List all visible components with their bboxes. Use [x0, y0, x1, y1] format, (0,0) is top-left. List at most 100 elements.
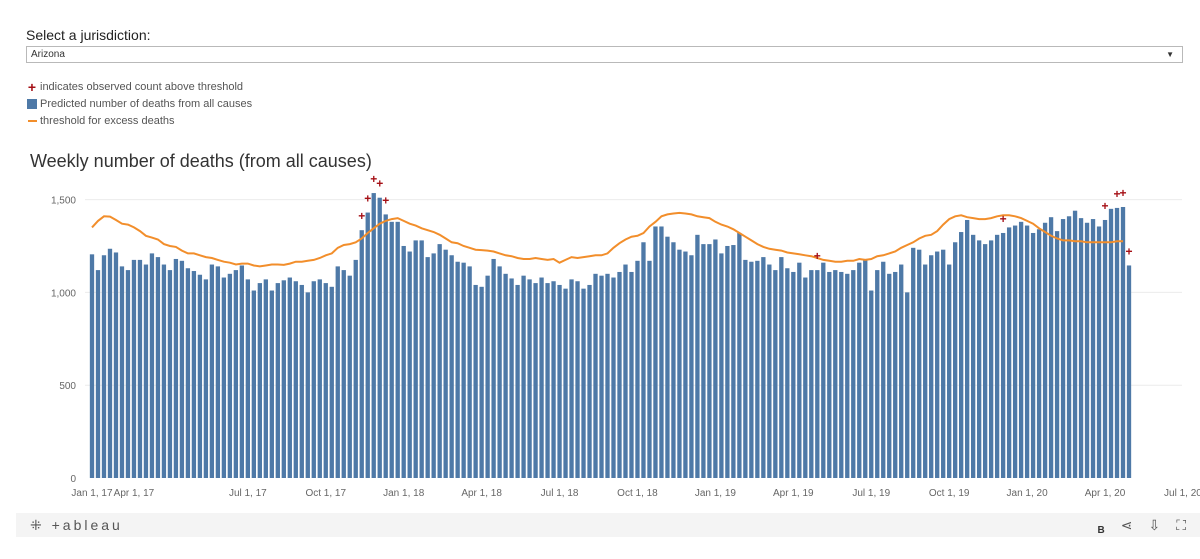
bar [365, 212, 370, 478]
x-tick-label: Jan 1, 20 [1007, 488, 1049, 499]
bar [557, 284, 562, 478]
bar [569, 279, 574, 478]
bar [851, 270, 856, 478]
bar [976, 240, 982, 478]
bar [911, 247, 916, 478]
bar [383, 214, 388, 478]
bar [179, 260, 185, 478]
share-icon[interactable]: ⋖ [1120, 517, 1133, 533]
bar [581, 288, 586, 478]
excess-marker: + [370, 172, 377, 186]
bar [119, 266, 125, 478]
bar [1000, 232, 1006, 478]
bar [1024, 225, 1030, 478]
bar [605, 273, 610, 478]
x-tick-label: Apr 1, 17 [114, 488, 155, 499]
bar [347, 275, 352, 478]
bar [269, 290, 274, 478]
jurisdiction-label: Select a jurisdiction: [26, 27, 151, 43]
bar [467, 266, 472, 478]
bar [707, 244, 712, 478]
tableau-logo[interactable]: ⁜ +ableau [30, 517, 123, 534]
bar [947, 264, 952, 478]
bar [1102, 219, 1108, 478]
bar [893, 271, 898, 478]
bar [905, 292, 910, 478]
x-tick-label: Apr 1, 19 [773, 488, 814, 499]
bar [521, 275, 526, 478]
bar [887, 273, 892, 478]
bar [599, 275, 604, 478]
bar [227, 273, 233, 478]
bar [593, 273, 598, 478]
bar [323, 283, 328, 478]
bar [479, 286, 484, 478]
plus-icon: + [26, 80, 38, 94]
chevron-down-icon[interactable]: ▼ [1166, 50, 1174, 59]
excess-marker: + [1173, 0, 1180, 3]
download-icon[interactable]: ⇩ [1148, 517, 1161, 533]
bar [785, 268, 790, 478]
y-tick-label: 0 [70, 474, 76, 485]
bar [275, 283, 280, 478]
jurisdiction-select[interactable]: Arizona ▼ [26, 46, 1183, 63]
bar [1108, 208, 1114, 478]
y-tick-label: 1,000 [51, 288, 76, 299]
bar [143, 264, 149, 478]
bar [401, 245, 406, 478]
bar [749, 261, 754, 478]
excess-marker: + [358, 209, 365, 223]
bar [203, 279, 209, 478]
bar [755, 260, 760, 478]
bar [539, 277, 544, 478]
x-tick-label: Oct 1, 18 [617, 488, 658, 499]
bar [761, 257, 766, 478]
excess-marker: + [1102, 199, 1109, 213]
bar [485, 275, 490, 478]
bar [149, 253, 155, 478]
bar [101, 255, 107, 478]
bar [293, 281, 298, 478]
bar [845, 273, 850, 478]
x-tick-label: Jan 1, 17 [71, 488, 113, 499]
bar [509, 278, 514, 478]
bar [1018, 221, 1024, 478]
bar [869, 290, 874, 478]
bar [287, 277, 292, 478]
bar [1060, 219, 1066, 478]
bar [527, 279, 532, 478]
excess-marker: + [1167, 0, 1174, 3]
bar [431, 253, 436, 478]
tableau-logo-text: +ableau [51, 517, 123, 533]
legend-label: indicates observed count above threshold [40, 80, 244, 93]
bar [1054, 231, 1060, 478]
bar [161, 264, 167, 478]
bar [953, 242, 958, 478]
excess-marker: + [1125, 244, 1132, 258]
bar [1120, 206, 1126, 479]
bar [587, 284, 592, 478]
excess-marker: + [814, 249, 821, 263]
bar [1114, 207, 1120, 478]
bar [863, 258, 868, 478]
fullscreen-icon[interactable]: ⛶ [1176, 517, 1186, 533]
bar [713, 239, 718, 478]
bar [551, 281, 556, 478]
bar [251, 290, 256, 478]
legend-item-bars: Predicted number of deaths from all caus… [26, 95, 252, 112]
x-tick-label: Oct 1, 17 [305, 488, 346, 499]
x-tick-label: Jul 1, 20 [1164, 488, 1200, 499]
bar [1042, 222, 1048, 478]
x-tick-label: Jan 1, 19 [695, 488, 737, 499]
excess-marker: + [1149, 0, 1156, 3]
bar [833, 270, 838, 478]
bar [497, 266, 502, 478]
bar [215, 266, 221, 478]
bar [929, 255, 934, 478]
bar [545, 283, 550, 478]
bar [815, 270, 820, 478]
bar [395, 221, 400, 478]
bar [449, 255, 454, 478]
bar [167, 270, 173, 478]
excess-marker: + [1143, 0, 1150, 3]
